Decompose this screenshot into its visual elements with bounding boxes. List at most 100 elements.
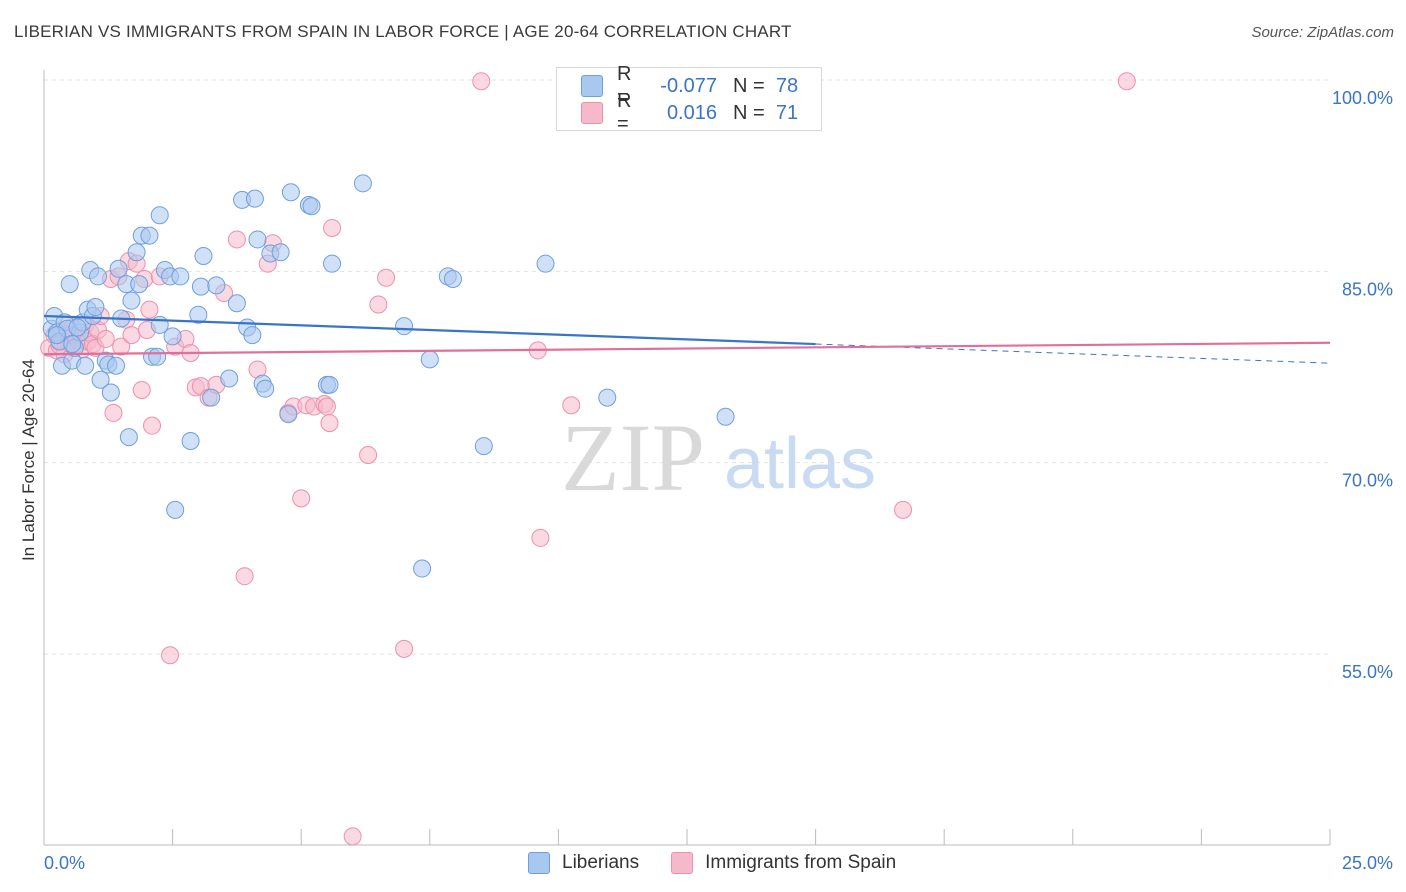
liberians-point (598, 388, 617, 407)
liberians-point (166, 500, 185, 519)
legend-row-liberians: R = -0.077 N = 78 (581, 63, 807, 108)
liberians-point (89, 267, 108, 286)
spain-point (343, 827, 362, 846)
liberians-point (202, 388, 221, 407)
spain-point (369, 295, 388, 314)
spain-point (323, 218, 342, 237)
axes (43, 70, 1331, 846)
liberians-point (122, 291, 141, 310)
y-tick-label: 70.0% (1342, 471, 1393, 491)
y-tick-label: 85.0% (1342, 279, 1393, 299)
liberians-point (47, 326, 66, 345)
y-tick-label: 55.0% (1342, 662, 1393, 682)
chart-title: LIBERIAN VS IMMIGRANTS FROM SPAIN IN LAB… (14, 22, 792, 41)
legend-n-label: N = (733, 74, 765, 97)
series-legend: Liberians Immigrants from Spain (528, 852, 928, 874)
liberians-point (443, 269, 462, 288)
legend-row-spain: R = 0.016 N = 71 (581, 90, 807, 135)
spain-point (122, 326, 141, 345)
liberians-trend-line (43, 314, 816, 346)
liberians-point (323, 254, 342, 273)
tick-labels: 55.0% 70.0% 85.0% 100.0% 0.0% 25.0% (44, 88, 1393, 873)
liberians-point (68, 318, 87, 337)
liberians-point (256, 379, 275, 398)
y-axis-label: In Labor Force | Age 20-64 (19, 359, 38, 561)
watermark-atlas: atlas (724, 424, 876, 504)
liberians-point (181, 431, 200, 450)
spain-point (227, 230, 246, 249)
liberians-point (119, 428, 138, 447)
spain-point (359, 446, 378, 465)
liberians-point (76, 356, 95, 375)
liberians-point (130, 275, 149, 294)
legend-r-value: 0.016 (666, 101, 717, 124)
liberians-point (207, 276, 226, 295)
liberians-point (109, 259, 128, 278)
liberians-point (320, 375, 339, 394)
liberians-point (220, 369, 239, 388)
liberians-point (101, 383, 120, 402)
liberians-point (63, 335, 82, 354)
spain-point (235, 567, 254, 586)
liberians-point (91, 370, 110, 389)
liberians-point (716, 407, 735, 426)
source-label: Source: ZipAtlas.com (1251, 24, 1394, 41)
watermark: ZIP atlas (561, 404, 876, 511)
y-tick-label: 100.0% (1332, 88, 1393, 108)
liberians-point (60, 275, 79, 294)
liberians-point (279, 405, 298, 424)
spain-point (112, 337, 131, 356)
liberians-point (536, 254, 555, 273)
liberians-swatch (581, 75, 603, 97)
legend-label-spain: Immigrants from Spain (705, 852, 897, 873)
liberians-point (189, 305, 208, 324)
spain-point (140, 300, 159, 319)
spain-point (132, 380, 151, 399)
legend-n-label: N = (733, 101, 765, 124)
liberians-point (271, 243, 290, 262)
liberians-point (227, 294, 246, 313)
spain-point (894, 500, 913, 519)
x-tick-label: 25.0% (1342, 853, 1393, 873)
x-tick-label: 0.0% (44, 853, 85, 873)
spain-trend-line (43, 341, 1331, 356)
liberians-point (395, 317, 414, 336)
liberians-trend-extension (815, 343, 1331, 364)
spain-point (377, 268, 396, 287)
liberians-point (148, 347, 167, 366)
spain-point (104, 403, 123, 422)
spain-swatch (671, 852, 694, 874)
liberians-point (86, 298, 105, 317)
liberians-point (302, 197, 321, 216)
spain-point (395, 639, 414, 658)
liberians-point (413, 559, 432, 578)
liberians-point (248, 230, 267, 249)
liberians-point (140, 226, 159, 245)
liberians-swatch (528, 852, 550, 874)
liberians-point (107, 356, 126, 375)
liberians-point (353, 174, 372, 193)
legend-item-liberians[interactable]: Liberians (528, 852, 639, 874)
liberians-point (163, 327, 182, 346)
spain-point (562, 396, 581, 415)
liberians-point (420, 350, 439, 369)
spain-point (292, 489, 311, 508)
liberians-point (127, 243, 146, 262)
series-liberians-points (42, 174, 735, 578)
legend-n-value: 71 (775, 101, 799, 124)
liberians-point (194, 247, 213, 266)
legend-item-spain[interactable]: Immigrants from Spain (671, 852, 896, 874)
liberians-point (281, 183, 300, 202)
liberians-point (150, 206, 169, 225)
spain-point (531, 528, 550, 547)
legend-r-label: R = (617, 63, 632, 108)
legend-label-liberians: Liberians (562, 852, 640, 873)
legend-r-value: -0.077 (660, 74, 717, 97)
stats-legend: R = -0.077 N = 78 R = 0.016 N = 71 (556, 63, 822, 135)
spain-point (143, 416, 162, 435)
legend-n-value: 78 (775, 74, 799, 97)
spain-point (96, 329, 115, 348)
liberians-point (474, 437, 493, 456)
liberians-point (245, 189, 264, 208)
